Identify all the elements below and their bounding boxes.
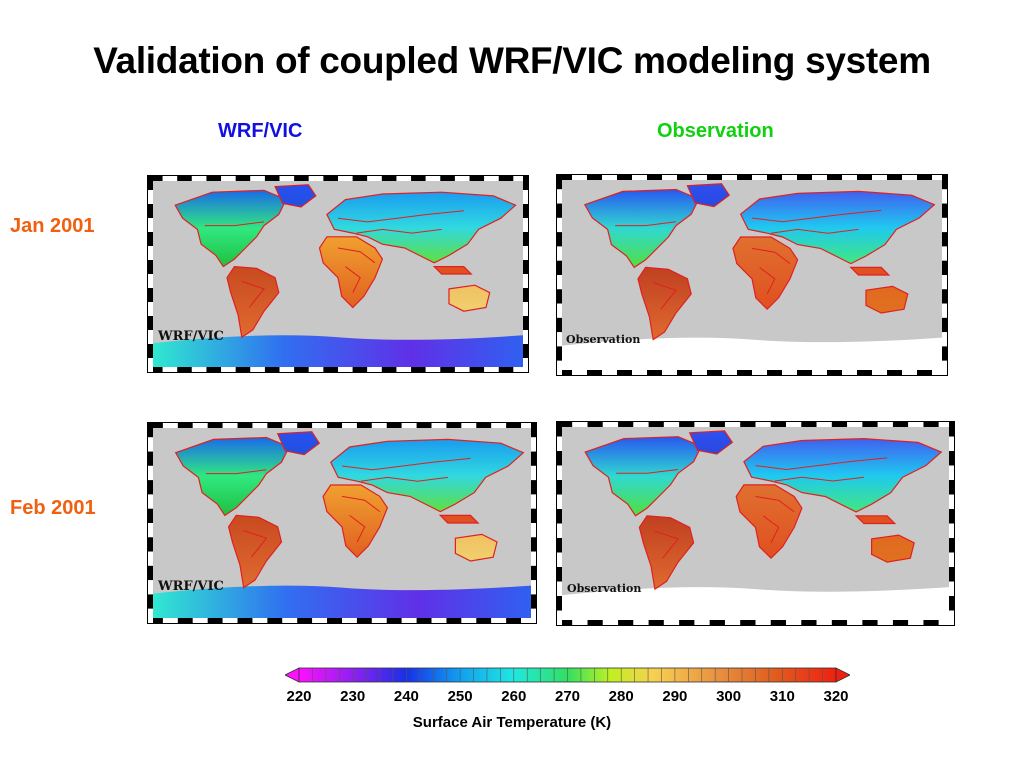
continent-greenland bbox=[688, 430, 734, 455]
colorbar-tick-label: 250 bbox=[447, 688, 473, 705]
colorbar-tick-label: 300 bbox=[716, 688, 742, 705]
colorbar-tick-label: 320 bbox=[823, 688, 849, 705]
colorbar-tick-label: 230 bbox=[340, 688, 366, 705]
world-map bbox=[557, 175, 947, 375]
continent-southAmerica bbox=[227, 514, 283, 589]
continent-indonesia bbox=[432, 265, 473, 275]
continent-northAmerica bbox=[583, 188, 700, 269]
antarctica bbox=[562, 337, 942, 370]
continent-indonesia bbox=[438, 514, 480, 524]
map-panel-feb-wrf: WRF/VIC bbox=[147, 422, 537, 624]
continent-europeAsia bbox=[743, 437, 943, 513]
continent-southAmerica bbox=[226, 265, 280, 339]
colorbar-tick-label: 260 bbox=[501, 688, 527, 705]
map-panel-jan-obs: Observation bbox=[556, 174, 948, 376]
column-heading-wrf: WRF/VIC bbox=[218, 120, 303, 142]
continent-europeAsia bbox=[326, 191, 517, 264]
continent-europeAsia bbox=[329, 438, 525, 513]
continent-africa bbox=[322, 484, 389, 559]
world-map bbox=[148, 423, 536, 623]
map-panel-jan-wrf: WRF/VIC bbox=[147, 175, 529, 373]
colorbar-ticks: 220 230 240 250 260 270 280 290 300 310 320 bbox=[0, 688, 1024, 708]
antarctica bbox=[153, 585, 531, 618]
continent-indonesia bbox=[854, 515, 897, 525]
continent-africa bbox=[732, 236, 799, 311]
map-panel-label: WRF/VIC bbox=[158, 329, 224, 344]
world-map bbox=[557, 422, 954, 625]
world-map bbox=[148, 176, 528, 372]
colorbar-title: Surface Air Temperature (K) bbox=[412, 714, 612, 731]
colorbar-tick-label: 280 bbox=[608, 688, 634, 705]
continent-greenland bbox=[686, 183, 731, 208]
continent-australia bbox=[454, 533, 498, 562]
continent-europeAsia bbox=[739, 190, 936, 265]
antarctica bbox=[562, 587, 949, 620]
continent-greenland bbox=[274, 184, 317, 208]
colorbar-tick-label: 310 bbox=[769, 688, 795, 705]
continent-australia bbox=[871, 534, 915, 563]
map-panel-label: Observation bbox=[566, 333, 641, 346]
antarctica bbox=[153, 335, 523, 367]
continent-greenland bbox=[276, 431, 321, 456]
continent-australia bbox=[448, 284, 491, 312]
map-panel-feb-obs: Observation bbox=[556, 421, 955, 626]
continent-africa bbox=[735, 484, 803, 560]
continent-northAmerica bbox=[174, 436, 290, 517]
row-label-feb: Feb 2001 bbox=[10, 497, 96, 519]
column-heading-observation: Observation bbox=[657, 120, 774, 142]
temperature-colorbar bbox=[285, 667, 850, 683]
map-panel-label: Observation bbox=[567, 582, 642, 595]
continent-southAmerica bbox=[637, 266, 692, 341]
continent-southAmerica bbox=[638, 515, 695, 591]
colorbar-tick-label: 290 bbox=[662, 688, 688, 705]
row-label-jan: Jan 2001 bbox=[10, 215, 95, 237]
colorbar-tick-label: 240 bbox=[393, 688, 419, 705]
slide-title: Validation of coupled WRF/VIC modeling s… bbox=[93, 40, 931, 81]
continent-indonesia bbox=[849, 266, 891, 276]
colorbar-tick-label: 270 bbox=[554, 688, 581, 705]
continent-australia bbox=[865, 285, 909, 314]
continent-africa bbox=[318, 236, 384, 309]
continent-northAmerica bbox=[174, 189, 288, 268]
colorbar-tick-label: 220 bbox=[286, 688, 312, 705]
continent-northAmerica bbox=[584, 436, 703, 517]
map-panel-label: WRF/VIC bbox=[158, 579, 224, 594]
